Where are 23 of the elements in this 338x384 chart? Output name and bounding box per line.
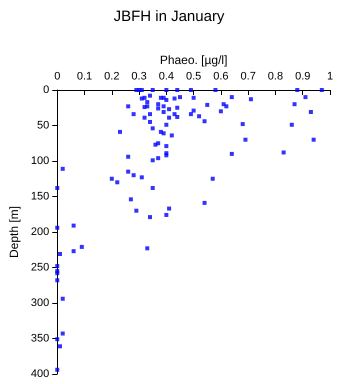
x-tick-label: 0.5 [186,70,202,82]
x-axis-title: Phaeo. [µg/l] [160,53,228,68]
y-tick-label: 0 [43,84,50,96]
x-tick-label: 0.1 [76,70,92,82]
x-tick-label: 0.3 [131,70,147,82]
y-axis-title: Depth [m] [7,206,21,258]
chart-title: JBFH in January [114,8,225,25]
y-tick-label: 350 [30,332,50,344]
x-tick-label: 0.9 [295,70,310,82]
y-tick-label: 400 [30,368,50,380]
y-tick-label: 300 [30,297,50,309]
x-tick-label: 0.7 [240,70,256,82]
y-tick-label: 50 [37,120,50,132]
x-tick-label: 0.4 [158,70,174,82]
x-tick-label: 0.8 [268,70,284,82]
y-tick-label: 100 [30,155,50,167]
y-tick-label: 250 [30,262,50,274]
x-tick-label: 0.6 [213,70,229,82]
y-tick-label: 200 [30,226,50,238]
x-tick-label: 1 [326,70,334,82]
x-tick-label: 0.2 [104,70,120,82]
x-tick-label: 0 [54,70,60,82]
y-tick-label: 150 [30,190,50,202]
